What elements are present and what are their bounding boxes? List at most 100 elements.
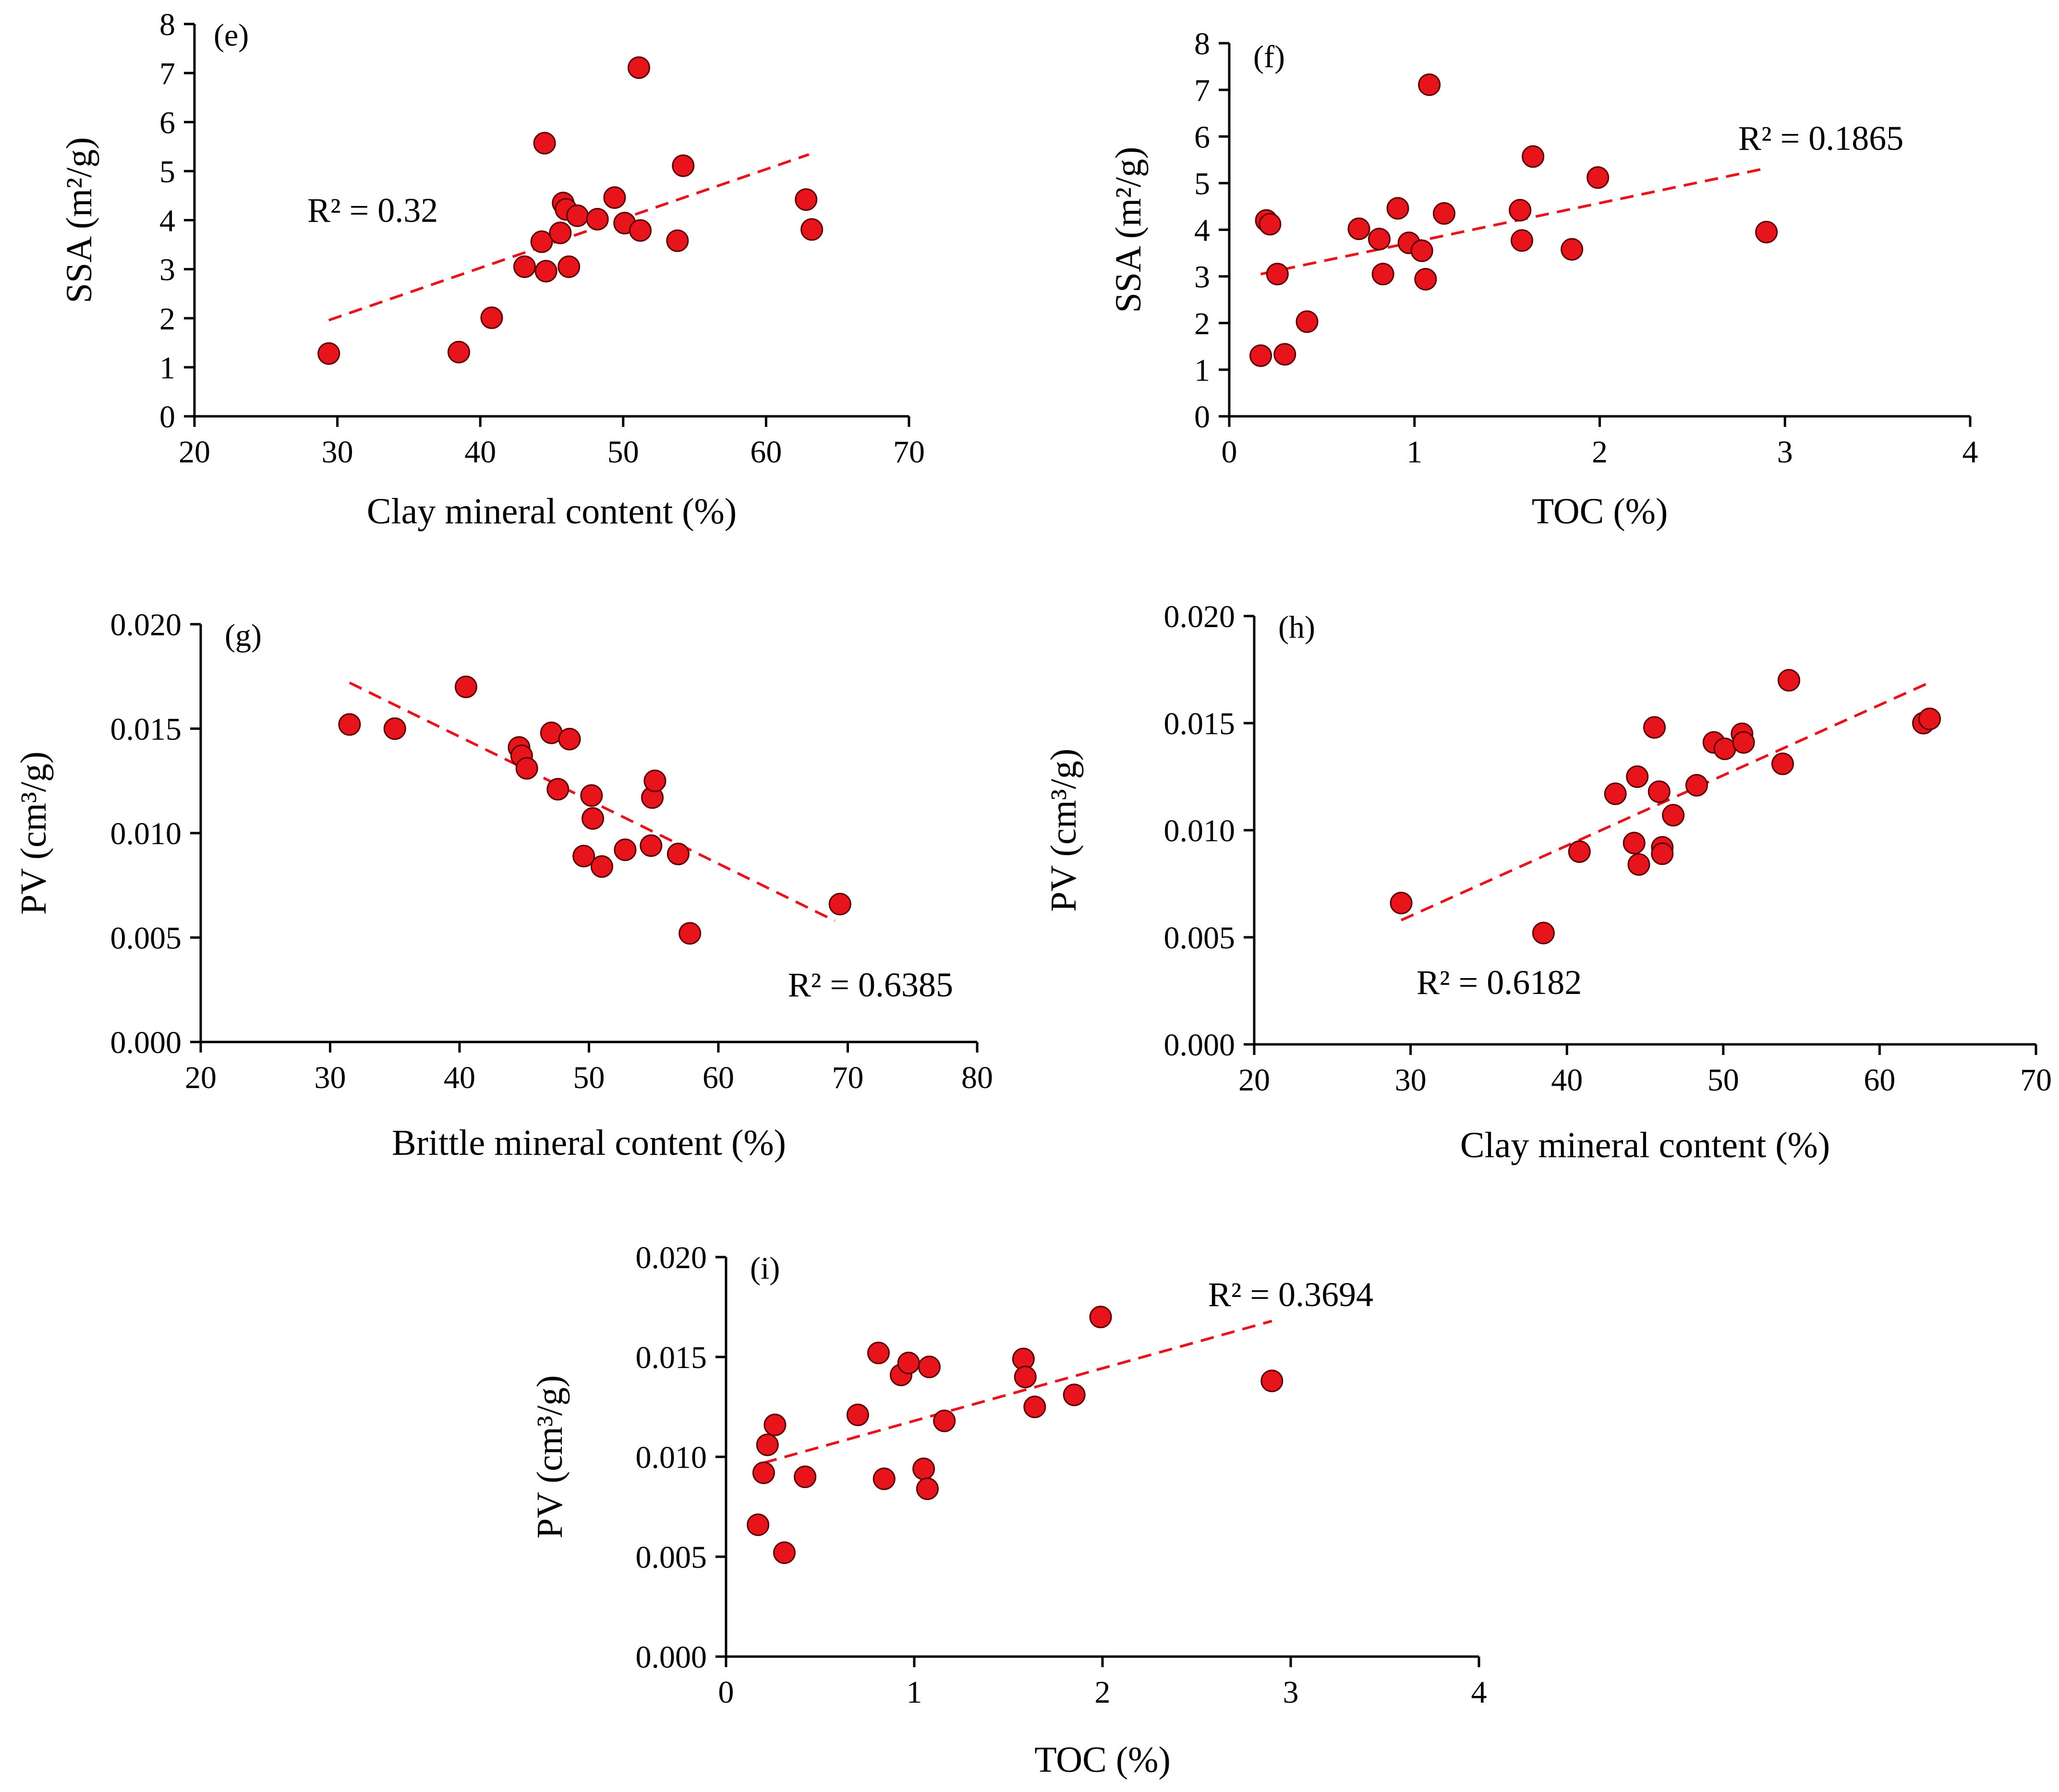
y-tick-label: 0.010	[1164, 813, 1235, 848]
data-point	[1266, 263, 1289, 286]
data-point	[828, 893, 851, 916]
data-point	[1627, 853, 1650, 876]
y-tick-label: 0.010	[110, 816, 182, 851]
y-axis-title: PV (cm³/g)	[530, 1375, 570, 1538]
data-point	[383, 717, 406, 740]
data-point	[338, 713, 361, 736]
y-tick-label: 8	[159, 7, 175, 42]
data-point	[629, 219, 652, 242]
x-tick-label: 50	[573, 1060, 605, 1095]
data-point	[1386, 197, 1409, 220]
x-tick-label: 70	[832, 1060, 864, 1095]
data-point	[1732, 731, 1755, 754]
y-tick-label: 6	[1194, 120, 1210, 155]
r-squared-label: R² = 0.6182	[1417, 963, 1582, 1002]
x-axis-title: Clay mineral content (%)	[367, 491, 737, 532]
x-axis-title: Brittle mineral content (%)	[392, 1123, 786, 1163]
data-point	[590, 855, 613, 878]
x-axis-title: TOC (%)	[1034, 1740, 1171, 1780]
data-point	[672, 154, 695, 177]
chart-panel-h: 20 30 40 50 60 70 0.000 0.005 0.010 0.015 0.020 Cla…	[1043, 599, 2052, 1165]
y-tick-label: 0.010	[636, 1440, 707, 1475]
data-point	[603, 186, 626, 209]
y-tick-label: 2	[1194, 306, 1210, 341]
r-squared-label: R² = 0.32	[307, 191, 438, 230]
x-tick-label: 30	[315, 1060, 346, 1095]
data-point	[586, 207, 609, 230]
data-point	[1259, 213, 1282, 236]
data-point	[1662, 804, 1685, 827]
data-point	[513, 255, 536, 278]
data-point	[867, 1342, 890, 1365]
y-tick-label: 0.020	[110, 607, 182, 642]
x-tick-label: 20	[179, 435, 210, 470]
data-point	[1418, 73, 1441, 96]
data-point	[1626, 765, 1649, 788]
y-tick-label: 0.015	[110, 712, 182, 747]
x-tick-label: 3	[1777, 435, 1793, 470]
data-point	[795, 188, 818, 211]
x-tick-label: 2	[1095, 1675, 1111, 1710]
x-tick-label: 1	[1406, 435, 1422, 470]
data-point	[1063, 1383, 1086, 1406]
data-point	[1260, 1369, 1284, 1392]
y-axis-title: SSA (m²/g)	[1108, 147, 1149, 313]
y-tick-label: 5	[1194, 166, 1210, 201]
data-point	[643, 769, 666, 792]
y-tick-label: 0.000	[1164, 1028, 1235, 1063]
data-point	[1647, 780, 1671, 803]
y-tick-label: 0.000	[110, 1025, 182, 1060]
data-point	[1532, 921, 1555, 944]
data-point	[1296, 310, 1319, 333]
y-tick-label: 0.005	[110, 921, 182, 956]
x-tick-label: 40	[464, 435, 496, 470]
data-point	[1771, 752, 1794, 775]
x-tick-label: 4	[1471, 1675, 1487, 1710]
data-point	[846, 1404, 869, 1427]
x-tick-label: 0	[1222, 435, 1237, 470]
chart-panel-e: 20 30 40 50 60 70 0 1 2 3 4 5 6 7 8 Clay mineral conten…	[59, 7, 925, 532]
data-point	[1623, 832, 1646, 855]
data-point	[580, 784, 603, 807]
x-tick-label: 50	[1708, 1063, 1739, 1098]
data-point	[773, 1541, 796, 1564]
y-tick-label: 0.000	[636, 1640, 707, 1675]
x-tick-label: 20	[1238, 1063, 1270, 1098]
data-point	[614, 838, 637, 861]
y-tick-label: 7	[159, 56, 175, 91]
data-point	[572, 845, 595, 868]
data-point	[1522, 145, 1545, 168]
y-tick-label: 3	[159, 253, 175, 288]
y-tick-label: 8	[1194, 26, 1210, 61]
x-tick-label: 4	[1962, 435, 1978, 470]
data-point	[1651, 842, 1674, 865]
y-tick-label: 0	[1194, 400, 1210, 435]
y-tick-label: 2	[159, 302, 175, 337]
data-point	[1510, 229, 1533, 252]
r-squared-label: R² = 0.6385	[788, 966, 953, 1004]
y-tick-label: 0.020	[636, 1240, 707, 1275]
y-tick-label: 3	[1194, 260, 1210, 295]
panel-label: (i)	[750, 1251, 780, 1286]
data-point	[566, 204, 589, 227]
data-point	[1643, 716, 1666, 739]
y-tick-label: 0	[159, 400, 175, 435]
y-tick-label: 5	[159, 154, 175, 189]
data-point	[756, 1433, 779, 1456]
data-point	[1713, 738, 1736, 761]
data-point	[1014, 1366, 1037, 1389]
r-squared-label: R² = 0.3694	[1208, 1275, 1373, 1314]
x-tick-label: 70	[893, 435, 925, 470]
y-tick-label: 4	[1194, 213, 1210, 248]
x-tick-label: 60	[702, 1060, 734, 1095]
chart-panel-g: 20 30 40 50 60 70 80 0.000 0.005 0.010 0.015 0.020 B…	[13, 607, 993, 1163]
y-axis-title: PV (cm³/g)	[1043, 749, 1084, 912]
y-tick-label: 7	[1194, 73, 1210, 108]
panel-label: (h)	[1278, 610, 1315, 645]
data-point	[1410, 239, 1433, 262]
y-axis-title: SSA (m²/g)	[59, 137, 99, 303]
x-axis-title: TOC (%)	[1532, 491, 1668, 532]
data-point	[1568, 840, 1591, 863]
